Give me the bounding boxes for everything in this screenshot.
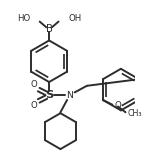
Text: OH: OH [68, 14, 81, 23]
Text: N: N [66, 91, 73, 100]
Text: S: S [45, 90, 53, 100]
Text: O: O [31, 80, 37, 89]
Text: B: B [46, 24, 52, 34]
Text: O: O [31, 101, 37, 110]
Text: HO: HO [17, 14, 30, 23]
Text: CH₃: CH₃ [127, 109, 142, 118]
Text: O: O [114, 101, 121, 110]
